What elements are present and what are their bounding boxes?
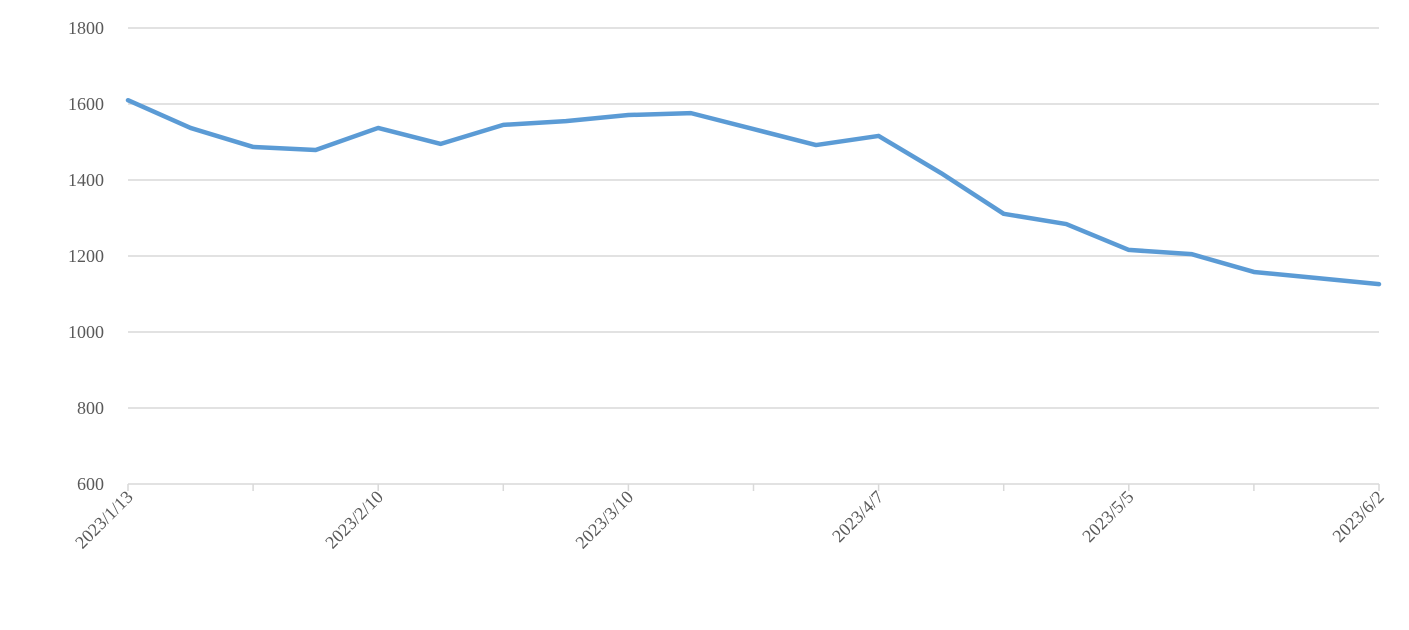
series-line (125, 97, 1382, 287)
x-tick-label: 2023/2/10 (321, 487, 387, 553)
x-tick-label: 2023/4/7 (828, 487, 887, 546)
y-tick-label: 1800 (68, 18, 104, 38)
y-tick-label: 1200 (68, 246, 104, 266)
x-tick-label: 2023/6/2 (1328, 487, 1387, 546)
y-tick-label: 1600 (68, 94, 104, 114)
x-tick-label: 2023/1/13 (71, 487, 137, 553)
x-tick-label: 2023/3/10 (571, 487, 637, 553)
y-tick-label: 800 (77, 398, 104, 418)
y-tick-label: 600 (77, 474, 104, 494)
y-tick-label: 1000 (68, 322, 104, 342)
y-tick-label: 1400 (68, 170, 104, 190)
x-tick-label: 2023/5/5 (1078, 487, 1137, 546)
